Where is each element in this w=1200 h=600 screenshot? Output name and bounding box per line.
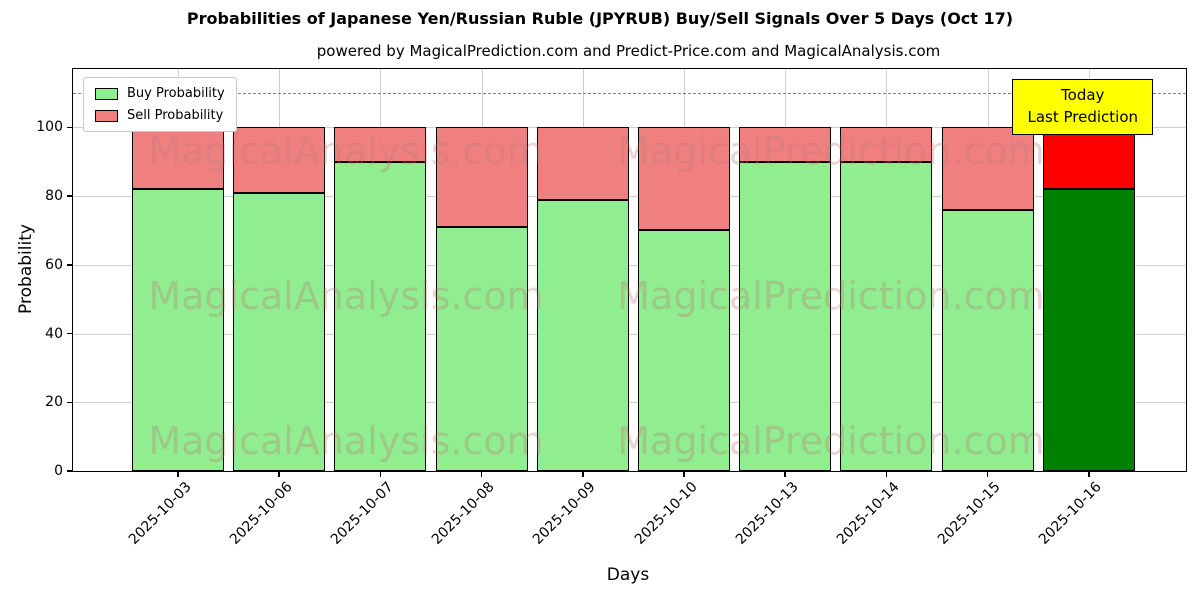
x-tick-mark <box>885 471 888 477</box>
x-axis-label: Days <box>606 565 650 585</box>
y-tick-label: 40 <box>45 325 63 342</box>
chart-subtitle: powered by MagicalPrediction.com and Pre… <box>316 42 941 60</box>
today-annotation-line1: Today <box>1061 86 1105 104</box>
x-tick-label-text: 2025-10-06 <box>226 479 296 548</box>
buy-bar-segment <box>435 227 528 471</box>
buy-bar-segment <box>536 199 629 471</box>
legend: Buy Probability Sell Probability <box>83 77 237 132</box>
y-gridline <box>73 264 1186 266</box>
x-tick-label-text: 2025-10-09 <box>530 479 600 548</box>
sell-bar-segment <box>132 127 224 190</box>
y-tick-mark <box>67 401 73 404</box>
x-tick-mark <box>582 471 584 477</box>
x-tick-mark <box>379 471 382 477</box>
y-gridline <box>73 127 1186 129</box>
legend-row-buy: Buy Probability <box>95 86 225 101</box>
today-annotation-line2: Last Prediction <box>1027 107 1138 126</box>
x-tick-label-text: 2025-10-13 <box>732 479 802 548</box>
x-tick-mark <box>683 471 685 477</box>
today-annotation: Today Last Prediction <box>1012 79 1153 135</box>
x-tick-label-text: 2025-10-15 <box>935 479 1004 548</box>
x-tick-mark <box>278 471 280 477</box>
legend-buy-label: Buy Probability <box>127 86 225 101</box>
threshold-dashed-line <box>73 93 1186 95</box>
y-tick-mark <box>67 332 73 335</box>
sell-bar-segment <box>536 127 629 200</box>
buy-bar-segment <box>334 161 427 471</box>
buy-bar-segment <box>941 209 1034 471</box>
x-tick-label-text: 2025-10-14 <box>833 479 903 548</box>
buy-bar-segment <box>739 161 832 471</box>
x-tick-mark <box>784 471 786 477</box>
x-tick-mark <box>986 471 989 477</box>
y-gridline <box>73 402 1186 404</box>
sell-bar-segment <box>233 127 326 193</box>
x-tick-mark <box>177 471 179 477</box>
sell-bar-segment <box>941 127 1034 210</box>
y-tick-label: 0 <box>54 463 63 479</box>
x-tick-label-text: 2025-10-16 <box>1036 479 1106 548</box>
y-tick-label: 80 <box>45 188 63 205</box>
legend-row-sell: Sell Probability <box>95 108 225 123</box>
x-tick-label-text: 2025-10-07 <box>327 479 397 548</box>
sell-bar-segment <box>739 127 832 162</box>
y-tick-mark <box>67 195 73 197</box>
buy-swatch-icon <box>95 87 118 100</box>
y-tick-label: 20 <box>45 394 63 411</box>
y-tick-mark <box>67 126 73 129</box>
y-tick-label: 100 <box>36 119 63 136</box>
legend-sell-label: Sell Probability <box>127 108 224 123</box>
sell-bar-segment <box>435 127 528 228</box>
buy-bar-segment <box>132 189 224 471</box>
y-gridline <box>73 196 1186 198</box>
x-tick-mark <box>1088 471 1090 477</box>
x-tick-label-text: 2025-10-08 <box>429 479 498 548</box>
buy-bar-segment <box>1042 189 1135 471</box>
x-tick-label-text: 2025-10-10 <box>631 479 701 548</box>
plot-area: Buy Probability Sell Probability Today L… <box>36 68 1187 548</box>
sell-bar-segment <box>638 127 730 231</box>
x-tick-mark <box>480 471 483 477</box>
y-gridline <box>73 333 1186 335</box>
buy-bar-segment <box>233 192 326 471</box>
buy-bar-segment <box>840 161 933 471</box>
sell-bar-segment <box>840 127 933 162</box>
y-tick-mark <box>67 264 73 266</box>
x-tick-label-text: 2025-10-03 <box>125 479 195 548</box>
chart-title: Probabilities of Japanese Yen/Russian Ru… <box>186 9 1014 28</box>
sell-bar-segment <box>334 127 427 162</box>
buy-bar-segment <box>638 230 730 471</box>
sell-swatch-icon <box>95 109 118 122</box>
sell-bar-segment <box>1042 127 1135 190</box>
y-tick-mark <box>67 470 73 472</box>
y-tick-label: 60 <box>45 256 63 273</box>
